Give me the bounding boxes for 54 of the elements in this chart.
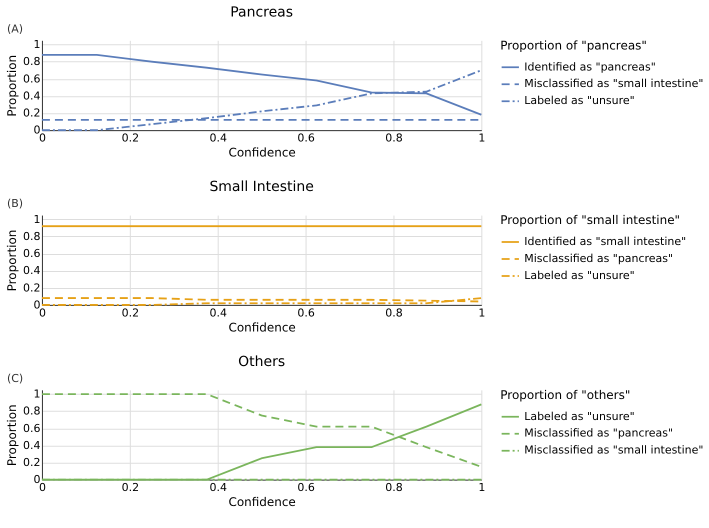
y-tick-label: 0.6	[22, 422, 40, 435]
y-tick-label: 0.6	[22, 72, 40, 86]
y-axis-title: Proportion	[4, 54, 19, 117]
y-tick-label: 0.4	[22, 264, 40, 278]
x-axis-title: Confidence	[228, 146, 296, 160]
y-tick-label: 0.8	[22, 230, 40, 243]
y-tick-label: 0.2	[22, 456, 40, 470]
legend-label: Misclassified as "pancreas"	[524, 426, 674, 440]
x-tick-label: 0.4	[209, 481, 227, 494]
y-tick-label: 0.8	[22, 404, 40, 418]
y-tick-label: 0.4	[22, 438, 40, 452]
x-tick-label: 0.2	[122, 481, 140, 494]
y-tick-label: 0.4	[22, 89, 40, 102]
text: (B)	[6, 197, 24, 210]
chart-title: Small Intestine	[209, 179, 314, 196]
legend-label: Labeled as "unsure"	[524, 268, 635, 282]
y-tick-label: 0.6	[22, 247, 40, 260]
x-tick-label: 1	[478, 481, 486, 494]
x-axis-title: Confidence	[228, 495, 296, 510]
x-tick-label: 1	[478, 132, 486, 145]
y-tick-label: 0.8	[22, 55, 40, 68]
x-tick-label: 0.8	[385, 481, 403, 494]
legend-label: Identified as "small intestine"	[524, 235, 686, 248]
legend-title: Proportion of "pancreas"	[500, 38, 647, 52]
x-tick-label: 0.2	[122, 132, 140, 145]
legend-label: Misclassified as "small intestine"	[524, 77, 704, 90]
y-tick-label: 0.2	[22, 281, 40, 294]
x-tick-label: 0.2	[122, 306, 140, 320]
legend-label: Identified as "pancreas"	[524, 60, 656, 74]
chart-title: Others	[238, 354, 286, 370]
text: (C)	[6, 372, 24, 385]
legend-label: Labeled as "unsure"	[524, 410, 635, 423]
x-tick-label: 0.6	[297, 132, 315, 145]
x-tick-label: 0.8	[385, 306, 403, 320]
legend-label: Labeled as "unsure"	[524, 94, 635, 108]
chart-title: Pancreas	[230, 4, 294, 20]
x-tick-label: 1	[478, 306, 486, 320]
legend-label: Misclassified as "small intestine"	[524, 444, 704, 457]
x-tick-label: 0.8	[385, 132, 403, 145]
x-tick-label: 0.6	[297, 481, 315, 494]
y-axis-title: Proportion	[4, 404, 19, 466]
y-tick-label: 1	[33, 38, 40, 52]
x-axis-title: Confidence	[228, 320, 296, 334]
y-tick-label: 1	[33, 388, 40, 401]
x-tick-label: 0.4	[209, 306, 227, 320]
y-tick-label: 0.2	[22, 106, 40, 120]
legend-title: Proportion of "others"	[500, 388, 630, 402]
text: (A)	[6, 22, 24, 36]
legend-label: Misclassified as "pancreas"	[524, 252, 674, 265]
x-tick-label: 0.4	[209, 132, 227, 145]
y-tick-label: 1	[33, 212, 40, 226]
x-tick-label: 0.6	[297, 306, 315, 320]
legend-title: Proportion of "small intestine"	[500, 213, 680, 228]
y-axis-title: Proportion	[4, 230, 19, 292]
